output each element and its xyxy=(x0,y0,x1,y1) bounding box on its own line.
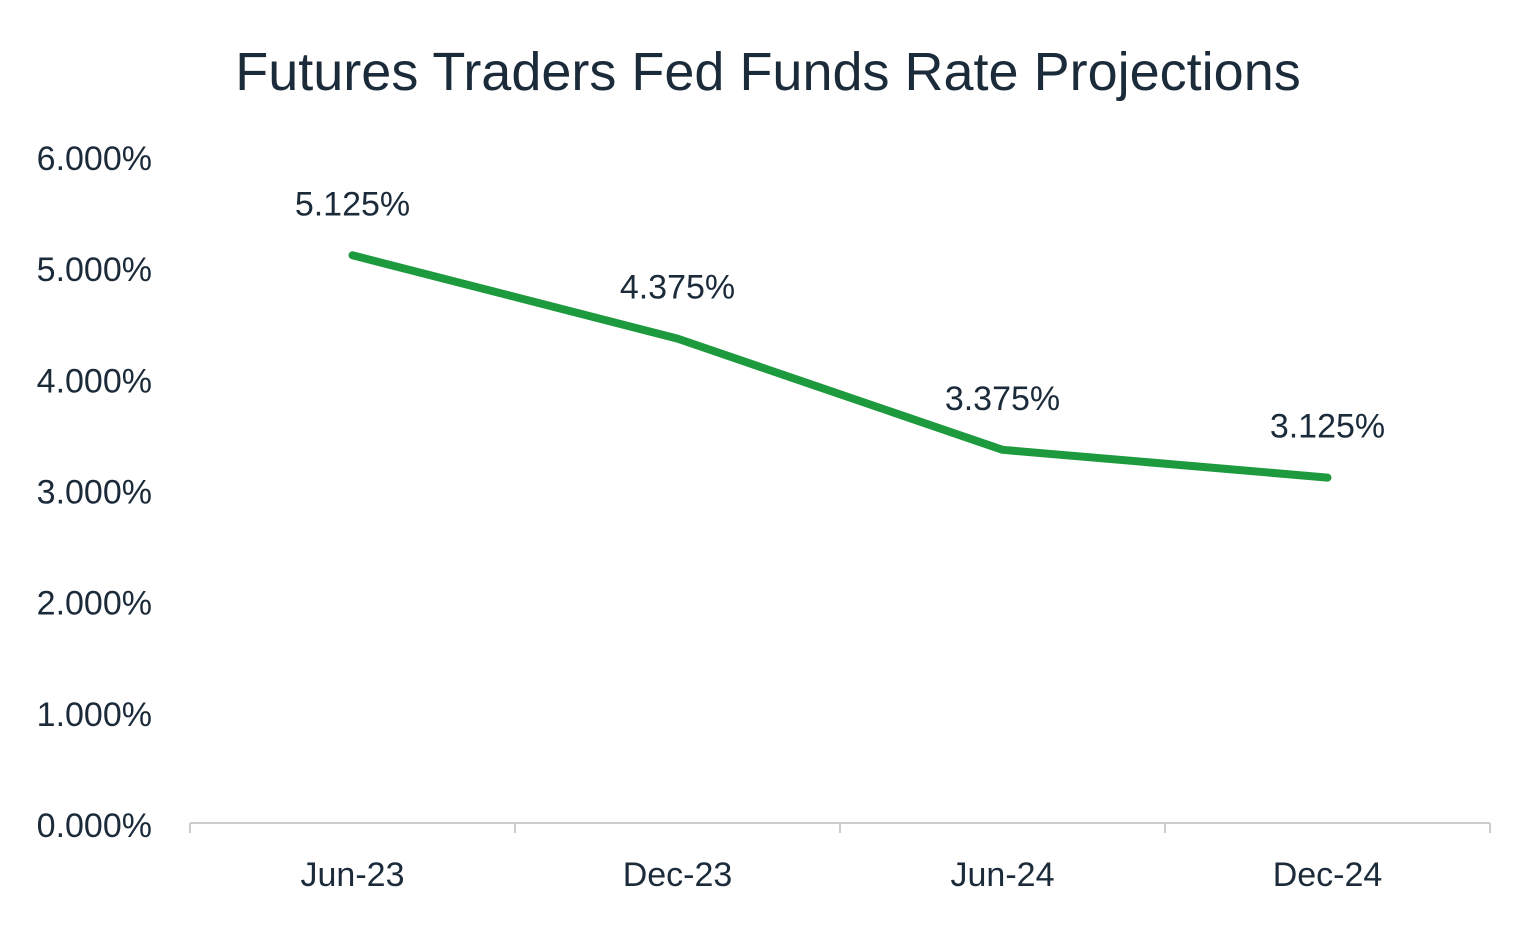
x-tick-label: Dec-24 xyxy=(1273,856,1383,894)
y-tick-label: 2.000% xyxy=(37,585,152,623)
chart-title: Futures Traders Fed Funds Rate Projectio… xyxy=(235,42,1300,102)
y-tick-label: 6.000% xyxy=(37,140,152,178)
data-label: 4.375% xyxy=(620,269,735,307)
y-tick-label: 3.000% xyxy=(37,474,152,512)
y-tick-label: 1.000% xyxy=(37,696,152,734)
data-label: 5.125% xyxy=(295,185,410,223)
x-tick-label: Jun-23 xyxy=(301,856,405,894)
data-label: 3.375% xyxy=(945,380,1060,418)
x-tick-label: Jun-24 xyxy=(951,856,1055,894)
y-tick-label: 0.000% xyxy=(37,807,152,845)
data-label: 3.125% xyxy=(1270,408,1385,446)
series-line xyxy=(348,251,1332,482)
y-tick-label: 5.000% xyxy=(37,251,152,289)
y-tick-label: 4.000% xyxy=(37,362,152,400)
x-tick-label: Dec-23 xyxy=(623,856,733,894)
